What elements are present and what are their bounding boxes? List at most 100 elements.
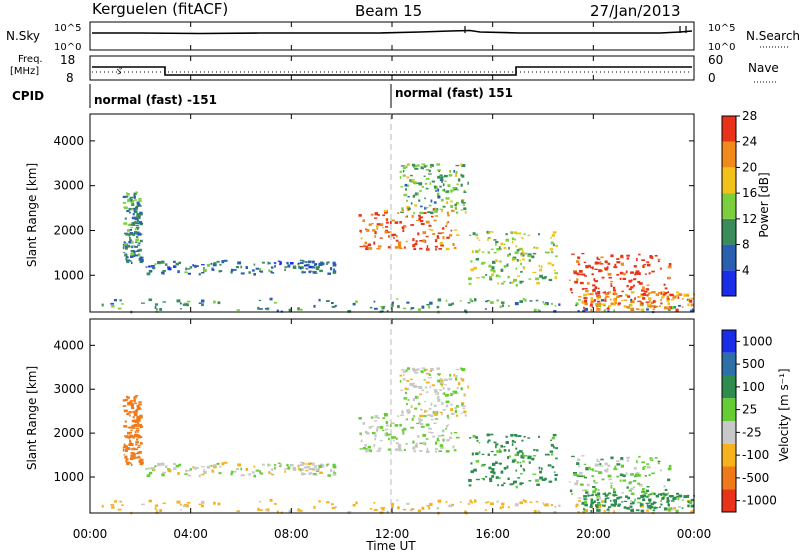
velocity-echo-cell (411, 367, 416, 371)
power-echo-cell (434, 187, 437, 190)
power-echo-cell (182, 303, 187, 306)
x-tick-label: 12:00 (375, 527, 410, 541)
power-echo-cell (500, 268, 504, 272)
power-echo-cell (196, 265, 199, 267)
velocity-echo-cell (595, 505, 599, 509)
velocity-echo-cell (575, 505, 578, 508)
velocity-echo-cell (301, 468, 304, 471)
power-echo-cell (385, 230, 388, 234)
velocity-echo-cell (590, 503, 593, 506)
velocity-echo-cell (130, 452, 134, 455)
velocity-echo-cell (499, 450, 502, 453)
velocity-echo-cell (613, 504, 616, 507)
velocity-echo-cell (585, 491, 589, 494)
velocity-echo-cell (128, 401, 133, 405)
velocity-echo-cell (443, 378, 448, 382)
power-echo-cell (434, 209, 438, 213)
velocity-echo-cell (445, 501, 448, 503)
power-echo-cell (596, 262, 600, 265)
power-echo-cell (385, 221, 389, 224)
power-echo-cell (434, 215, 439, 217)
colorbar-segment (722, 330, 736, 353)
velocity-echo-cell (187, 474, 191, 477)
power-echo-cell (240, 272, 245, 275)
power-echo-cell (298, 265, 301, 269)
velocity-echo-cell (633, 479, 637, 482)
velocity-echo-cell (382, 429, 385, 431)
velocity-echo-cell (470, 470, 474, 474)
power-echo-cell (460, 163, 463, 166)
power-echo-cell (649, 300, 651, 302)
velocity-echo-cell (594, 487, 598, 491)
velocity-echo-cell (505, 435, 508, 438)
power-echo-cell (233, 269, 237, 271)
velocity-echo-cell (639, 504, 642, 507)
velocity-echo-cell (667, 467, 672, 471)
velocity-echo-cell (427, 414, 431, 417)
velocity-echo-cell (110, 504, 114, 506)
velocity-echo-cell (553, 471, 556, 473)
x-tick-label: 08:00 (274, 527, 309, 541)
velocity-echo-cell (416, 368, 420, 371)
station-title: Kerguelen (fitACF) (92, 0, 228, 18)
velocity-echo-cell (420, 408, 423, 411)
power-echo-cell (495, 241, 499, 244)
velocity-echo-cell (594, 463, 599, 467)
velocity-echo-cell (677, 497, 680, 501)
velocity-echo-cell (385, 424, 389, 427)
power-echo-cell (522, 254, 525, 257)
power-echo-cell (387, 246, 392, 249)
velocity-echo-cell (377, 417, 380, 419)
velocity-echo-cell (375, 428, 379, 431)
power-echo-cell (284, 266, 288, 268)
power-echo-cell (662, 295, 665, 298)
velocity-echo-cell (442, 408, 446, 411)
power-echo-cell (508, 305, 510, 308)
power-echo-cell (616, 273, 620, 276)
velocity-echo-cell (478, 442, 481, 444)
power-echo-cell (489, 276, 493, 279)
velocity-echo-cell (607, 508, 610, 510)
velocity-echo-cell (637, 497, 641, 500)
y-tick-label: 1000 (53, 470, 84, 484)
velocity-echo-cell (574, 482, 578, 486)
power-echo-cell (555, 255, 558, 258)
velocity-echo-cell (412, 398, 416, 402)
power-echo-cell (660, 298, 662, 301)
power-echo-cell (424, 207, 429, 209)
velocity-echo-cell (366, 431, 370, 435)
velocity-echo-cell (489, 480, 493, 483)
power-echo-cell (589, 266, 592, 269)
colorbar-segment (722, 218, 736, 245)
velocity-echo-cell (449, 436, 453, 440)
nave-label: Nave (748, 61, 779, 75)
power-echo-cell (439, 241, 444, 245)
velocity-echo-cell (587, 483, 590, 487)
velocity-echo-cell (441, 384, 443, 387)
power-echo-cell (210, 262, 213, 265)
velocity-echo-cell (299, 469, 302, 472)
power-echo-cell (495, 259, 498, 262)
power-echo-cell (657, 260, 660, 263)
power-echo-cell (253, 263, 256, 266)
velocity-echo-cell (636, 474, 641, 477)
velocity-echo-cell (553, 511, 557, 514)
power-echo-cell (673, 306, 676, 309)
power-echo-cell (376, 248, 380, 250)
velocity-echo-cell (507, 477, 510, 480)
colorbar-segment (722, 375, 736, 399)
velocity-echo-cell (630, 509, 634, 512)
power-echo-cell (129, 211, 131, 214)
nave-tick-bottom: 0 (708, 71, 716, 85)
power-echo-cell (428, 204, 432, 207)
velocity-echo-cell (497, 484, 499, 487)
velocity-echo-cell (578, 465, 581, 468)
velocity-echo-cell (649, 501, 651, 503)
velocity-echo-cell (399, 374, 403, 377)
velocity-echo-cell (579, 483, 584, 486)
power-echo-cell (437, 232, 442, 235)
power-echo-cell (365, 247, 369, 251)
power-echo-cell (138, 213, 141, 217)
power-echo-cell (425, 235, 429, 238)
velocity-echo-cell (604, 500, 607, 504)
